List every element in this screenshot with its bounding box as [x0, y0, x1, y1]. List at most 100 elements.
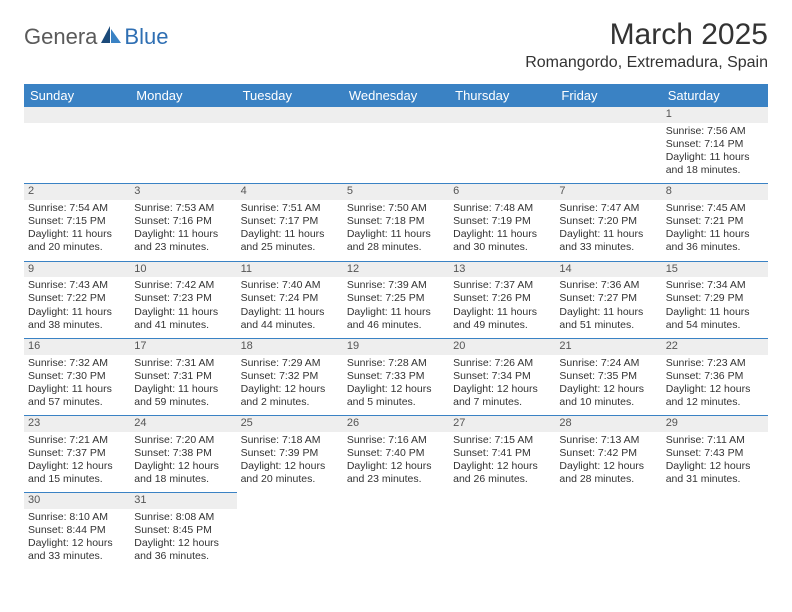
sunset-text: Sunset: 7:37 PM: [28, 447, 126, 460]
calendar-cell: 14Sunrise: 7:36 AMSunset: 7:27 PMDayligh…: [555, 261, 661, 338]
calendar-cell: 8 Sunrise: 7:45 AMSunset: 7:21 PMDaylight…: [662, 184, 768, 261]
weekday-header-cell: Wednesday: [343, 84, 449, 107]
day-number: 22: [662, 339, 768, 355]
sunset-text: Sunset: 7:38 PM: [134, 447, 232, 460]
sunrise-text: Sunrise: 7:18 AM: [241, 434, 339, 447]
weekday-header-cell: Friday: [555, 84, 661, 107]
day-number: 1: [662, 107, 768, 123]
daylight-text: Daylight: 12 hours and 12 minutes.: [666, 383, 764, 409]
weekday-header-cell: Tuesday: [237, 84, 343, 107]
calendar-cell: 2Sunrise: 7:54 AMSunset: 7:15 PMDaylight…: [24, 184, 130, 261]
sunset-text: Sunset: 7:26 PM: [453, 292, 551, 305]
sunset-text: Sunset: 7:33 PM: [347, 370, 445, 383]
daylight-text: Daylight: 12 hours and 15 minutes.: [28, 460, 126, 486]
sunrise-text: Sunrise: 7:31 AM: [134, 357, 232, 370]
day-number: 31: [130, 493, 236, 509]
sunrise-text: Sunrise: 7:42 AM: [134, 279, 232, 292]
sunset-text: Sunset: 7:27 PM: [559, 292, 657, 305]
calendar-cell: 10Sunrise: 7:42 AMSunset: 7:23 PMDayligh…: [130, 261, 236, 338]
calendar-cell: 22Sunrise: 7:23 AMSunset: 7:36 PMDayligh…: [662, 338, 768, 415]
day-number: [555, 107, 661, 123]
day-number: 26: [343, 416, 449, 432]
day-number: 29: [662, 416, 768, 432]
weekday-header-cell: Sunday: [24, 84, 130, 107]
sunrise-text: Sunrise: 7:15 AM: [453, 434, 551, 447]
daylight-text: Daylight: 11 hours and 23 minutes.: [134, 228, 232, 254]
day-number: 14: [555, 262, 661, 278]
calendar-row: 16Sunrise: 7:32 AMSunset: 7:30 PMDayligh…: [24, 338, 768, 415]
day-number: 18: [237, 339, 343, 355]
sunset-text: Sunset: 7:39 PM: [241, 447, 339, 460]
daylight-text: Daylight: 11 hours and 18 minutes.: [666, 151, 764, 177]
sunrise-text: Sunrise: 7:45 AM: [666, 202, 764, 215]
calendar-row: 9Sunrise: 7:43 AMSunset: 7:22 PMDaylight…: [24, 261, 768, 338]
calendar-cell: 24Sunrise: 7:20 AMSunset: 7:38 PMDayligh…: [130, 416, 236, 493]
daylight-text: Daylight: 11 hours and 36 minutes.: [666, 228, 764, 254]
calendar-cell: 17Sunrise: 7:31 AMSunset: 7:31 PMDayligh…: [130, 338, 236, 415]
sunrise-text: Sunrise: 7:23 AM: [666, 357, 764, 370]
sunset-text: Sunset: 7:25 PM: [347, 292, 445, 305]
sunset-text: Sunset: 7:31 PM: [134, 370, 232, 383]
daylight-text: Daylight: 12 hours and 7 minutes.: [453, 383, 551, 409]
sunset-text: Sunset: 7:41 PM: [453, 447, 551, 460]
daylight-text: Daylight: 11 hours and 57 minutes.: [28, 383, 126, 409]
day-number: 9: [24, 262, 130, 278]
day-number: 28: [555, 416, 661, 432]
sunset-text: Sunset: 7:34 PM: [453, 370, 551, 383]
calendar-page: Genera Blue March 2025 Romangordo, Extre…: [0, 0, 792, 588]
day-number: [237, 493, 343, 509]
sunrise-text: Sunrise: 8:10 AM: [28, 511, 126, 524]
sunset-text: Sunset: 7:21 PM: [666, 215, 764, 228]
sunset-text: Sunset: 7:29 PM: [666, 292, 764, 305]
calendar-cell: [449, 493, 555, 570]
calendar-cell: 30Sunrise: 8:10 AMSunset: 8:44 PMDayligh…: [24, 493, 130, 570]
calendar-row: 2Sunrise: 7:54 AMSunset: 7:15 PMDaylight…: [24, 184, 768, 261]
daylight-text: Daylight: 11 hours and 30 minutes.: [453, 228, 551, 254]
sunset-text: Sunset: 8:44 PM: [28, 524, 126, 537]
day-number: [237, 107, 343, 123]
daylight-text: Daylight: 11 hours and 59 minutes.: [134, 383, 232, 409]
day-number: [449, 493, 555, 509]
day-number: 11: [237, 262, 343, 278]
day-number: [449, 107, 555, 123]
weekday-header-cell: Saturday: [662, 84, 768, 107]
daylight-text: Daylight: 11 hours and 33 minutes.: [559, 228, 657, 254]
sunrise-text: Sunrise: 7:48 AM: [453, 202, 551, 215]
sunset-text: Sunset: 7:42 PM: [559, 447, 657, 460]
calendar-cell: [343, 107, 449, 184]
sail-icon: [101, 26, 121, 49]
day-number: 5: [343, 184, 449, 200]
sunset-text: Sunset: 8:45 PM: [134, 524, 232, 537]
calendar-cell: [343, 493, 449, 570]
calendar-cell: [237, 493, 343, 570]
calendar-cell: 29Sunrise: 7:11 AMSunset: 7:43 PMDayligh…: [662, 416, 768, 493]
calendar-cell: 20Sunrise: 7:26 AMSunset: 7:34 PMDayligh…: [449, 338, 555, 415]
sunrise-text: Sunrise: 7:21 AM: [28, 434, 126, 447]
sunset-text: Sunset: 7:43 PM: [666, 447, 764, 460]
sunset-text: Sunset: 7:17 PM: [241, 215, 339, 228]
day-number: 8: [662, 184, 768, 200]
day-number: 15: [662, 262, 768, 278]
daylight-text: Daylight: 12 hours and 5 minutes.: [347, 383, 445, 409]
calendar-cell: 4Sunrise: 7:51 AMSunset: 7:17 PMDaylight…: [237, 184, 343, 261]
sunrise-text: Sunrise: 7:51 AM: [241, 202, 339, 215]
day-number: [24, 107, 130, 123]
calendar-cell: 12Sunrise: 7:39 AMSunset: 7:25 PMDayligh…: [343, 261, 449, 338]
sunset-text: Sunset: 7:18 PM: [347, 215, 445, 228]
calendar-cell: 27Sunrise: 7:15 AMSunset: 7:41 PMDayligh…: [449, 416, 555, 493]
sunrise-text: Sunrise: 7:26 AM: [453, 357, 551, 370]
day-number: 7: [555, 184, 661, 200]
daylight-text: Daylight: 11 hours and 54 minutes.: [666, 306, 764, 332]
sunrise-text: Sunrise: 7:39 AM: [347, 279, 445, 292]
calendar-body: 1Sunrise: 7:56 AMSunset: 7:14 PMDaylight…: [24, 107, 768, 570]
daylight-text: Daylight: 12 hours and 28 minutes.: [559, 460, 657, 486]
brand-part1: Genera: [24, 24, 97, 50]
sunrise-text: Sunrise: 7:20 AM: [134, 434, 232, 447]
calendar-cell: [237, 107, 343, 184]
calendar-cell: 18Sunrise: 7:29 AMSunset: 7:32 PMDayligh…: [237, 338, 343, 415]
sunrise-text: Sunrise: 7:54 AM: [28, 202, 126, 215]
daylight-text: Daylight: 12 hours and 20 minutes.: [241, 460, 339, 486]
brand-part2: Blue: [124, 24, 168, 50]
sunset-text: Sunset: 7:32 PM: [241, 370, 339, 383]
calendar-cell: 9Sunrise: 7:43 AMSunset: 7:22 PMDaylight…: [24, 261, 130, 338]
